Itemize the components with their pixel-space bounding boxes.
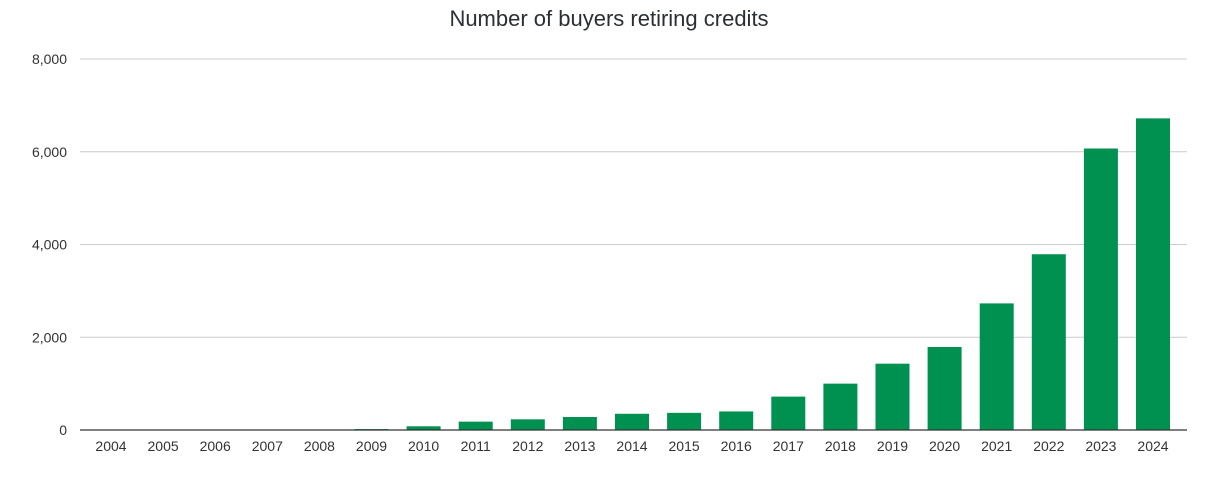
x-tick-label: 2006	[200, 438, 231, 454]
bar-2010	[406, 426, 441, 430]
x-tick-label: 2011	[461, 438, 491, 454]
x-tick-label: 2021	[981, 438, 1012, 454]
bar-2012	[510, 419, 545, 430]
bar-2020	[927, 346, 962, 430]
x-tick-label: 2017	[773, 438, 804, 454]
y-tick-label: 4,000	[32, 237, 67, 253]
x-tick-label: 2023	[1085, 438, 1116, 454]
bar-2011	[458, 421, 493, 430]
x-tick-label: 2004	[95, 438, 126, 454]
bar-2014	[615, 413, 649, 430]
x-tick-label: 2020	[929, 438, 960, 454]
bar-2017	[771, 396, 806, 430]
bar-2023	[1083, 148, 1118, 430]
y-tick-label: 0	[59, 422, 67, 438]
bar-2024	[1136, 118, 1170, 431]
x-tick-label: 2019	[877, 438, 908, 454]
x-tick-label: 2016	[721, 438, 752, 454]
x-tick-label: 2015	[669, 438, 700, 454]
y-tick-label: 2,000	[32, 329, 67, 345]
bar-2022	[1031, 254, 1066, 430]
bar-2016	[719, 411, 754, 430]
chart-title: Number of buyers retiring credits	[449, 6, 769, 31]
bar-2015	[667, 412, 702, 430]
bar-2018	[823, 383, 858, 430]
x-tick-label: 2012	[512, 438, 543, 454]
x-tick-label: 2018	[825, 438, 856, 454]
gridlines	[80, 58, 1187, 338]
x-tick-label: 2022	[1033, 438, 1064, 454]
y-tick-label: 6,000	[32, 144, 67, 160]
x-tick-label: 2010	[408, 438, 439, 454]
x-tick-label: 2009	[356, 438, 387, 454]
x-tick-label: 2008	[304, 438, 335, 454]
x-tick-label: 2013	[564, 438, 595, 454]
bar-2013	[562, 417, 597, 430]
bar-2019	[875, 363, 910, 430]
x-tick-label: 2024	[1137, 438, 1168, 454]
x-axis-ticks: 2004 2005 2006 2007 2008 2009 2010 2011 2012 2013…	[95, 438, 1168, 454]
x-tick-label: 2014	[616, 438, 647, 454]
bar-2021	[979, 303, 1014, 430]
x-tick-label: 2007	[252, 438, 283, 454]
y-axis-ticks: 0 2,000 4,000 6,000 8,000	[32, 51, 67, 438]
x-tick-label: 2005	[148, 438, 179, 454]
y-tick-label: 8,000	[32, 51, 67, 67]
bars	[94, 118, 1170, 431]
